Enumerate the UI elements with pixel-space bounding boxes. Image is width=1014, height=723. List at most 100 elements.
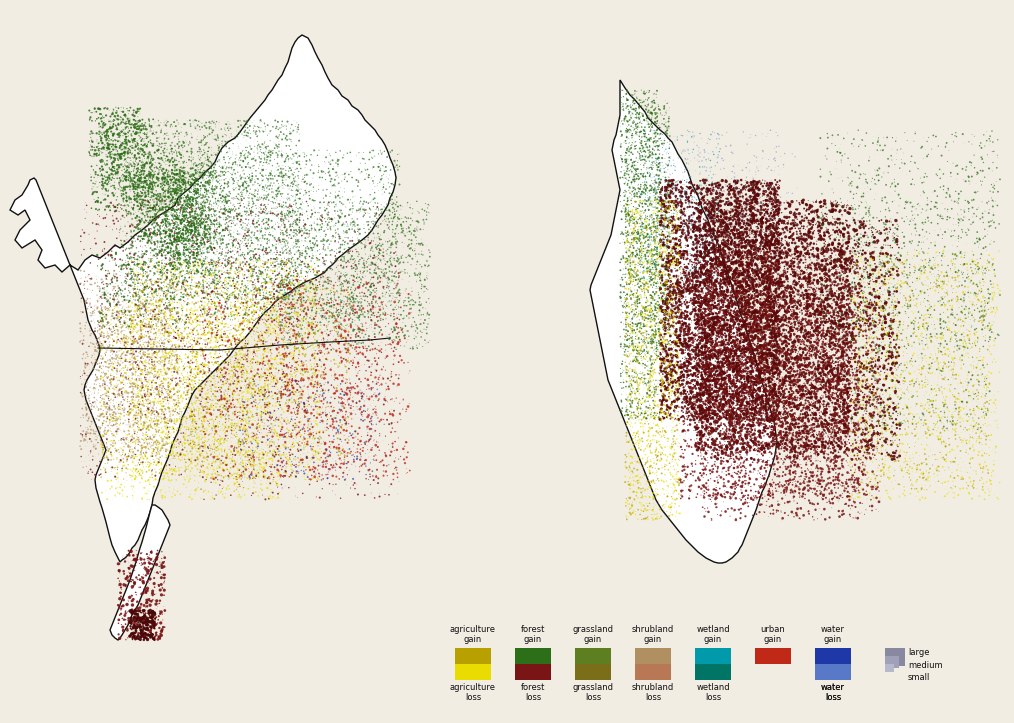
Point (218, 401, 234, 413)
Point (83, 435, 99, 447)
Point (174, 281, 191, 292)
Point (771, 381, 787, 393)
Point (201, 179, 217, 191)
Point (750, 352, 767, 364)
Point (274, 341, 290, 353)
Point (631, 309, 647, 320)
Point (932, 173, 948, 184)
Point (209, 445, 225, 456)
Point (118, 354, 134, 365)
Point (270, 374, 286, 385)
Point (708, 479, 724, 491)
Point (239, 319, 256, 330)
Point (736, 316, 752, 328)
Point (129, 615, 145, 627)
Point (653, 414, 669, 426)
Point (958, 313, 974, 325)
Point (908, 229, 924, 241)
Point (720, 228, 736, 240)
Point (122, 348, 138, 360)
Point (861, 151, 877, 163)
Point (695, 287, 711, 299)
Point (246, 297, 263, 309)
Point (618, 253, 634, 265)
Point (758, 276, 775, 288)
Point (116, 296, 132, 308)
Point (783, 380, 799, 391)
Point (793, 429, 809, 440)
Point (152, 395, 168, 407)
Point (91, 365, 107, 377)
Point (708, 251, 724, 262)
Point (861, 223, 877, 234)
Point (192, 242, 208, 254)
Point (767, 248, 783, 260)
Point (715, 313, 731, 325)
Point (660, 480, 676, 492)
Point (283, 165, 299, 176)
Point (107, 442, 124, 454)
Point (901, 266, 918, 278)
Point (765, 239, 781, 251)
Point (141, 214, 157, 226)
Point (826, 242, 843, 254)
Point (147, 358, 163, 369)
Point (877, 279, 893, 291)
Point (220, 406, 236, 417)
Point (708, 373, 724, 385)
Point (127, 250, 143, 262)
Point (927, 486, 943, 497)
Point (708, 386, 724, 398)
Point (201, 353, 217, 364)
Point (153, 326, 169, 338)
Point (727, 385, 743, 397)
Point (201, 304, 217, 316)
Point (281, 321, 297, 333)
Point (277, 168, 293, 179)
Point (741, 270, 757, 281)
Point (254, 408, 270, 419)
Point (155, 389, 171, 401)
Point (707, 435, 723, 447)
Point (796, 453, 812, 465)
Point (166, 162, 183, 174)
Point (857, 412, 873, 424)
Point (112, 180, 128, 192)
Point (235, 300, 251, 312)
Point (677, 323, 694, 335)
Point (292, 280, 308, 291)
Point (687, 234, 704, 246)
Point (796, 399, 812, 411)
Point (277, 307, 293, 318)
Point (704, 448, 720, 460)
Point (744, 249, 760, 261)
Point (829, 422, 846, 434)
Point (721, 395, 737, 406)
Point (800, 414, 816, 425)
Point (122, 364, 138, 375)
Point (729, 381, 745, 393)
Point (885, 364, 901, 375)
Point (807, 335, 823, 347)
Point (178, 421, 195, 432)
Point (157, 116, 173, 127)
Point (783, 330, 799, 341)
Point (752, 471, 769, 483)
Point (801, 288, 817, 300)
Point (99, 330, 116, 342)
Point (245, 215, 262, 226)
Point (687, 270, 704, 282)
Point (875, 252, 891, 263)
Point (713, 458, 729, 469)
Point (638, 333, 654, 345)
Point (975, 157, 992, 168)
Point (166, 413, 183, 424)
Point (140, 281, 156, 293)
Point (247, 280, 264, 291)
Point (713, 314, 729, 325)
Point (623, 232, 639, 244)
Point (966, 258, 983, 270)
Point (843, 308, 859, 320)
Point (164, 185, 180, 197)
Point (726, 185, 742, 197)
